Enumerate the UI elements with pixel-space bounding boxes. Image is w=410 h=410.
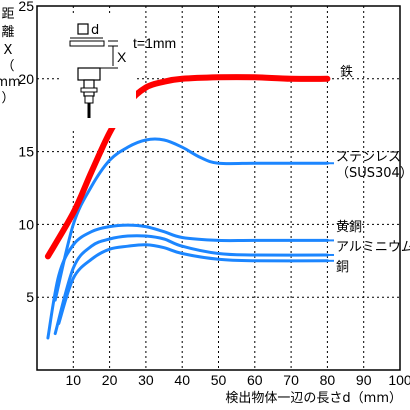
target-dimension-label: d <box>91 23 99 38</box>
y-axis-label: 距離X（mm） <box>0 7 21 106</box>
y-tick-label: 5 <box>26 289 34 305</box>
x-tick-label: 80 <box>320 372 336 388</box>
x-tick-label: 50 <box>211 372 227 388</box>
series-label: 黄銅 <box>336 220 362 235</box>
y-axis-label-char: X <box>4 43 13 58</box>
x-tick-label: 20 <box>102 372 118 388</box>
sensor-head <box>77 67 101 81</box>
y-tick-label: 15 <box>18 144 34 160</box>
series-layer <box>44 74 331 340</box>
distance-label: X <box>117 49 127 65</box>
y-tick-label: 20 <box>18 71 34 87</box>
series-label: 銅 <box>336 260 349 275</box>
y-tick-labels: 5 10 15 20 25 <box>18 0 34 305</box>
y-axis-label-char: 離 <box>1 25 14 40</box>
series-label: ステンレス <box>336 150 401 165</box>
series-line <box>53 234 329 336</box>
target-square <box>77 23 89 35</box>
x-tick-label: 100 <box>388 372 410 388</box>
x-tick-label: 90 <box>356 372 372 388</box>
y-axis-label-char: 距 <box>1 7 14 22</box>
series-label: 鉄 <box>340 65 353 80</box>
sensor-tail <box>84 95 94 104</box>
series-line <box>46 223 329 340</box>
gap-label: t=1mm <box>133 35 176 51</box>
series-label: アルミニウム <box>336 240 410 255</box>
plot-frame <box>36 5 401 371</box>
series-line <box>53 137 329 302</box>
y-axis-label-char: ） <box>1 91 14 106</box>
legend-leaders <box>327 162 334 262</box>
y-tick-label: 10 <box>18 216 34 232</box>
y-axis-label-char: mm <box>0 75 21 90</box>
target-plate <box>69 40 105 47</box>
x-tick-label: 70 <box>283 372 299 388</box>
x-tick-labels: 10 20 30 40 50 60 70 80 90 100 <box>66 372 410 388</box>
x-tick-label: 30 <box>138 372 154 388</box>
x-axis-label: 検出物体一辺の長さd（mm） <box>225 391 402 406</box>
x-tick-label: 40 <box>174 372 190 388</box>
sensor-nut <box>80 87 98 93</box>
x-tick-label: 60 <box>247 372 263 388</box>
series-line <box>44 74 331 260</box>
sensor-diagram: d t=1mm X <box>62 16 176 128</box>
y-tick-label: 25 <box>18 0 34 14</box>
series-label: （SUS304） <box>336 166 410 181</box>
series-line <box>57 243 329 325</box>
y-axis-label-char: （ <box>1 59 14 74</box>
x-tick-label: 10 <box>66 372 82 388</box>
